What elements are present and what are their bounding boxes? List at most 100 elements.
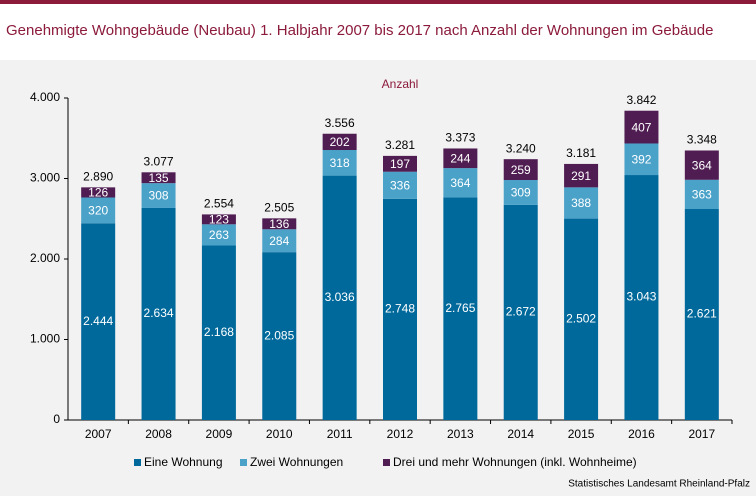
legend-label: Zwei Wohnungen bbox=[250, 455, 343, 469]
bar-segment bbox=[564, 218, 599, 420]
bar-segment bbox=[81, 187, 116, 198]
bar-segment bbox=[201, 245, 236, 420]
y-tick-label: 3.000 bbox=[30, 171, 60, 185]
value-label: 2.085 bbox=[264, 328, 294, 342]
value-label: 2.444 bbox=[83, 314, 113, 328]
bar-segment bbox=[684, 209, 719, 420]
value-label: 2.168 bbox=[204, 325, 234, 339]
value-label: 392 bbox=[631, 152, 651, 166]
bar-segment bbox=[322, 175, 357, 420]
value-label: 2.748 bbox=[385, 302, 415, 316]
x-tick-label: 2011 bbox=[327, 427, 353, 441]
legend-label: Eine Wohnung bbox=[144, 455, 223, 469]
y-tick-label: 2.000 bbox=[30, 251, 60, 265]
bar-segment bbox=[443, 197, 478, 420]
x-tick-label: 2013 bbox=[447, 427, 474, 441]
bar-segment bbox=[564, 163, 599, 188]
bar-segment bbox=[141, 183, 176, 208]
bar-segment bbox=[322, 150, 357, 176]
x-tick-label: 2017 bbox=[688, 427, 715, 441]
x-tick-label: 2016 bbox=[628, 427, 655, 441]
total-label: 3.556 bbox=[325, 116, 355, 130]
total-label: 3.373 bbox=[445, 131, 475, 145]
y-axis-label: Anzahl bbox=[382, 77, 419, 91]
value-label: 2.621 bbox=[687, 307, 717, 321]
bar-segment bbox=[262, 229, 297, 253]
value-label: 364 bbox=[450, 176, 470, 190]
value-label: 3.043 bbox=[626, 290, 656, 304]
value-label: 364 bbox=[692, 158, 712, 172]
value-label: 284 bbox=[269, 234, 289, 248]
bar-segment bbox=[443, 168, 478, 198]
total-label: 3.842 bbox=[626, 93, 656, 107]
value-label: 202 bbox=[330, 135, 350, 149]
x-tick-label: 2015 bbox=[568, 427, 595, 441]
total-label: 3.077 bbox=[144, 154, 174, 168]
value-label: 123 bbox=[209, 213, 229, 227]
value-label: 2.502 bbox=[566, 311, 596, 325]
bar-segment bbox=[383, 198, 417, 420]
value-label: 259 bbox=[511, 163, 531, 177]
legend-label: Drei und mehr Wohnungen (inkl. Wohnheime… bbox=[393, 455, 637, 469]
bar-segment bbox=[624, 175, 659, 420]
value-label: 2.672 bbox=[506, 305, 536, 319]
bar-segment bbox=[262, 218, 297, 230]
bar-segment bbox=[141, 207, 176, 420]
bar-segment bbox=[503, 180, 538, 205]
value-label: 135 bbox=[149, 171, 169, 185]
value-label: 318 bbox=[330, 156, 350, 170]
total-label: 2.554 bbox=[204, 197, 234, 211]
bar-segment bbox=[141, 172, 176, 184]
value-label: 197 bbox=[390, 157, 410, 171]
x-tick-label: 2009 bbox=[206, 427, 233, 441]
value-label: 2.634 bbox=[144, 306, 174, 320]
total-label: 3.281 bbox=[385, 138, 415, 152]
bar-segment bbox=[684, 179, 719, 210]
value-label: 263 bbox=[209, 228, 229, 242]
y-tick-label: 0 bbox=[53, 412, 60, 426]
total-label: 3.181 bbox=[566, 146, 596, 160]
top-rule bbox=[0, 0, 756, 4]
bar-segment bbox=[503, 159, 538, 181]
bar-segment bbox=[383, 155, 417, 172]
value-label: 336 bbox=[390, 178, 410, 192]
value-label: 388 bbox=[571, 196, 591, 210]
bar-segment bbox=[262, 252, 297, 420]
total-label: 2.890 bbox=[83, 170, 113, 184]
value-label: 244 bbox=[450, 151, 470, 165]
value-label: 291 bbox=[571, 169, 591, 183]
value-label: 320 bbox=[88, 204, 108, 218]
bar-segment bbox=[201, 214, 236, 225]
bar-segment bbox=[81, 197, 116, 224]
y-tick-label: 1.000 bbox=[30, 332, 60, 346]
value-label: 309 bbox=[511, 186, 531, 200]
total-label: 2.505 bbox=[264, 201, 294, 215]
bar-segment bbox=[322, 133, 357, 151]
bar-segment bbox=[443, 148, 478, 169]
bar-segment bbox=[503, 204, 538, 420]
chart-title: Genehmigte Wohngebäude (Neubau) 1. Halbj… bbox=[6, 22, 713, 39]
bar-segment bbox=[564, 187, 599, 219]
legend-swatch bbox=[134, 459, 141, 466]
x-tick-label: 2007 bbox=[85, 427, 112, 441]
value-label: 3.036 bbox=[325, 290, 355, 304]
x-tick-label: 2014 bbox=[507, 427, 534, 441]
bar-segment bbox=[624, 143, 659, 176]
legend-swatch bbox=[240, 459, 247, 466]
bar-segment bbox=[684, 150, 719, 180]
value-label: 308 bbox=[149, 189, 169, 203]
value-label: 2.765 bbox=[445, 301, 475, 315]
value-label: 136 bbox=[269, 217, 289, 231]
value-label: 363 bbox=[692, 188, 712, 202]
y-tick-label: 4.000 bbox=[30, 90, 60, 104]
total-label: 3.348 bbox=[687, 133, 717, 147]
bar-segment bbox=[81, 223, 116, 420]
source: Statistisches Landesamt Rheinland-Pfalz bbox=[568, 479, 750, 490]
bar-segment bbox=[201, 224, 236, 246]
total-label: 3.240 bbox=[506, 141, 536, 155]
x-tick-label: 2008 bbox=[145, 427, 172, 441]
bar-segment bbox=[383, 171, 417, 199]
bar-segment bbox=[624, 110, 659, 144]
legend-swatch bbox=[383, 459, 390, 466]
